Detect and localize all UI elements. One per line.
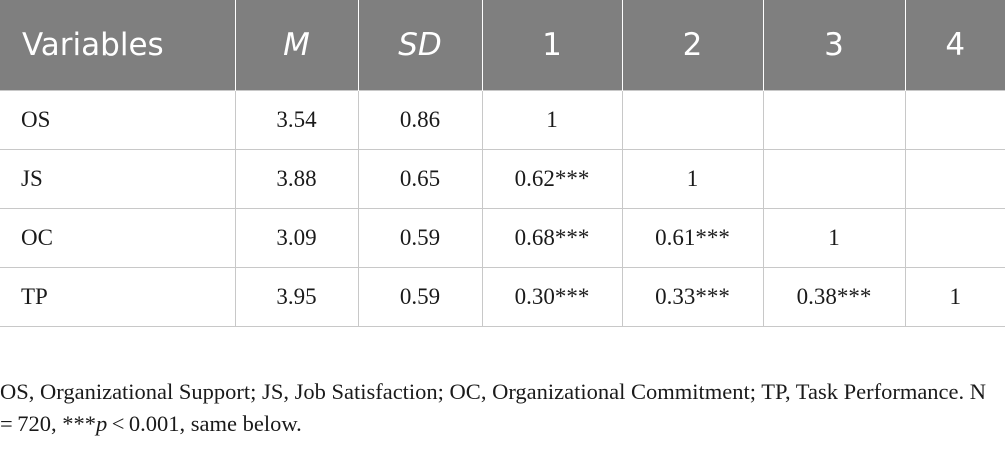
header-col-1: 1 [482, 0, 623, 91]
table-row: JS 3.88 0.65 0.62*** 1 [0, 149, 1005, 209]
header-variables: Variables [0, 0, 236, 91]
footnote-p-symbol: p [95, 411, 108, 436]
corr-cell-2: 0.61*** [621, 208, 764, 268]
corr-cell-4 [904, 208, 1005, 268]
corr-cell-3: 1 [762, 208, 906, 268]
corr-cell-3 [762, 90, 906, 150]
header-col-4: 4 [905, 0, 1005, 91]
corr-cell-2: 0.33*** [621, 267, 764, 327]
table-row: OC 3.09 0.59 0.68*** 0.61*** 1 [0, 208, 1005, 268]
table-footnote: OS, Organizational Support; JS, Job Sati… [0, 376, 1005, 440]
corr-cell-4 [904, 90, 1005, 150]
variable-cell: OS [0, 90, 236, 150]
sd-cell: 0.86 [357, 90, 483, 150]
header-mean: M [235, 0, 359, 91]
mean-cell: 3.95 [234, 267, 359, 327]
header-col-3: 3 [763, 0, 906, 91]
corr-cell-3: 0.38*** [762, 267, 906, 327]
corr-cell-2 [621, 90, 764, 150]
correlation-table: Variables M SD 1 2 3 4 OS 3.54 0.86 1 JS… [0, 0, 1005, 327]
mean-cell: 3.54 [234, 90, 359, 150]
footnote-abbreviations: OS, Organizational Support; JS, Job Sati… [0, 379, 991, 436]
header-col-2: 2 [622, 0, 764, 91]
variable-cell: TP [0, 267, 236, 327]
sd-cell: 0.59 [357, 208, 483, 268]
corr-cell-1: 1 [481, 90, 623, 150]
header-row: Variables M SD 1 2 3 4 [0, 0, 1005, 91]
corr-cell-1: 0.30*** [481, 267, 623, 327]
header-sd-label: SD [398, 27, 442, 63]
corr-cell-4 [904, 149, 1005, 209]
table-row: OS 3.54 0.86 1 [0, 90, 1005, 150]
mean-cell: 3.88 [234, 149, 359, 209]
mean-cell: 3.09 [234, 208, 359, 268]
variable-cell: OC [0, 208, 236, 268]
header-mean-label: M [283, 27, 310, 63]
corr-cell-1: 0.68*** [481, 208, 623, 268]
sd-cell: 0.59 [357, 267, 483, 327]
corr-cell-4: 1 [904, 267, 1005, 327]
header-sd: SD [358, 0, 483, 91]
variable-cell: JS [0, 149, 236, 209]
corr-cell-1: 0.62*** [481, 149, 623, 209]
table-row: TP 3.95 0.59 0.30*** 0.33*** 0.38*** 1 [0, 267, 1005, 327]
corr-cell-2: 1 [621, 149, 764, 209]
sd-cell: 0.65 [357, 149, 483, 209]
corr-cell-3 [762, 149, 906, 209]
footnote-significance: < 0.001, same below. [107, 411, 302, 436]
